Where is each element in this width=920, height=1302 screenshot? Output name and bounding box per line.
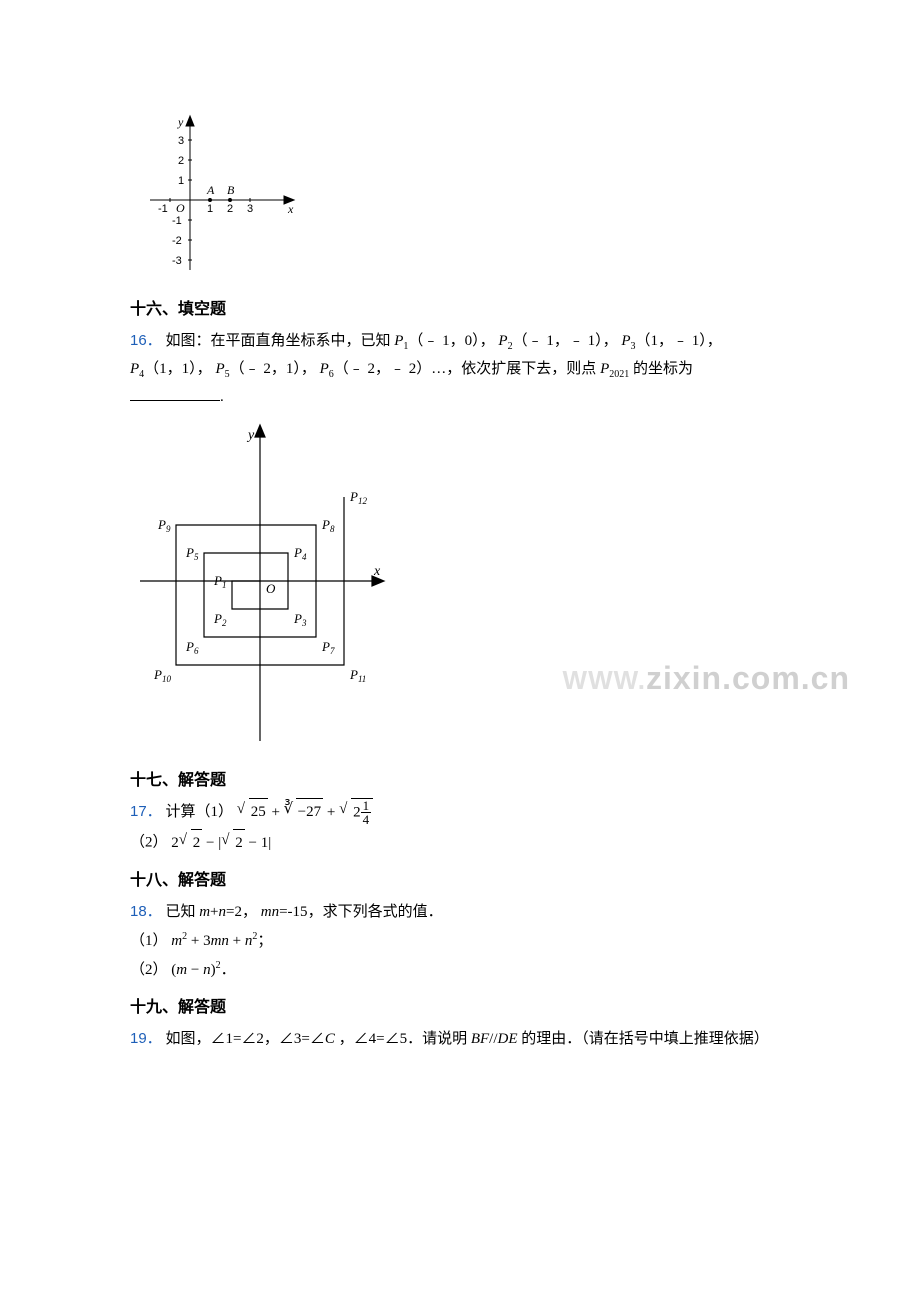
svg-text:P4: P4 (293, 545, 307, 562)
q19-mid: ，∠4=∠5．请说明 (339, 1031, 471, 1047)
svg-text:y: y (246, 428, 255, 443)
q18-text: 已知 (165, 904, 199, 920)
q16-text-a: 如图：在平面直角坐标系中，已知 (165, 333, 394, 349)
section-17-title: 十七、解答题 (130, 767, 790, 796)
svg-text:-1: -1 (158, 203, 168, 215)
svg-text:-1: -1 (172, 215, 182, 227)
svg-text:P1: P1 (213, 573, 226, 590)
svg-text:2: 2 (178, 155, 184, 167)
q18-sub2: （2） (m − n)2． (130, 957, 790, 984)
q19-tail: 的理由．（请在括号中填上推理依据） (521, 1031, 769, 1047)
svg-text:3: 3 (178, 135, 184, 147)
q18-p1: （1） (130, 933, 168, 949)
svg-text:3: 3 (247, 203, 253, 215)
q17-number: 17． (130, 803, 162, 820)
section-19-title: 十九、解答题 (130, 994, 790, 1023)
svg-text:-3: -3 (172, 255, 182, 267)
q18-p2: （2） (130, 962, 168, 978)
svg-text:O: O (266, 581, 276, 596)
point-b-label: B (227, 183, 235, 197)
answer-blank (130, 386, 220, 401)
q18-sub1: （1） m2 + 3mn + n2； (130, 928, 790, 955)
section-18-title: 十八、解答题 (130, 867, 790, 896)
svg-text:P10: P10 (153, 667, 171, 684)
q18-tail: ，求下列各式的值． (308, 904, 443, 920)
point-a-label: A (206, 183, 215, 197)
svg-text:x: x (373, 564, 381, 579)
svg-text:1: 1 (178, 175, 184, 187)
y-axis-label: y (177, 115, 184, 129)
question-19: 19． 如图，∠1=∠2，∠3=∠C ，∠4=∠5．请说明 BF//DE 的理由… (130, 1025, 790, 1053)
origin-label: O (176, 201, 185, 215)
figure-15-coord: A B x y O -1 1 2 3 1 2 3 -1 -2 -3 (130, 110, 790, 280)
svg-text:-2: -2 (172, 235, 182, 247)
q17-lead: 计算（1） (165, 804, 233, 820)
q16-end: . (220, 389, 224, 405)
q18-number: 18． (130, 903, 162, 920)
question-17: 17． 计算（1） 25 + −27 + 214 (130, 798, 790, 827)
svg-text:2: 2 (227, 203, 233, 215)
svg-text:P8: P8 (321, 517, 335, 534)
x-axis-label: x (287, 202, 294, 216)
question-17-p2: （2） 22 − 2 − 1 (130, 829, 790, 857)
svg-text:P11: P11 (349, 667, 366, 684)
q17-p2-lead: （2） (130, 834, 168, 850)
section-16-title: 十六、填空题 (130, 296, 790, 325)
svg-text:P12: P12 (349, 489, 367, 506)
svg-text:P6: P6 (185, 639, 199, 656)
svg-text:P7: P7 (321, 639, 335, 656)
q19-text: 如图，∠1=∠2，∠3=∠ (165, 1031, 324, 1047)
svg-text:1: 1 (207, 203, 213, 215)
q16-tail: 的坐标为 (633, 361, 693, 377)
question-18: 18． 已知 m+n=2， mn=-15，求下列各式的值． (130, 898, 790, 926)
svg-text:P2: P2 (213, 611, 227, 628)
q16-number: 16． (130, 332, 162, 349)
question-16: 16． 如图：在平面直角坐标系中，已知 P1（﹣ 1，0）， P2（﹣ 1，﹣ … (130, 327, 790, 411)
svg-text:P5: P5 (185, 545, 199, 562)
q19-number: 19． (130, 1030, 162, 1047)
svg-text:P9: P9 (157, 517, 171, 534)
svg-text:P3: P3 (293, 611, 307, 628)
figure-16-spiral: P1 P2 P3 P4 P5 P6 P7 P8 P9 P10 P11 P12 O y x (130, 421, 790, 751)
